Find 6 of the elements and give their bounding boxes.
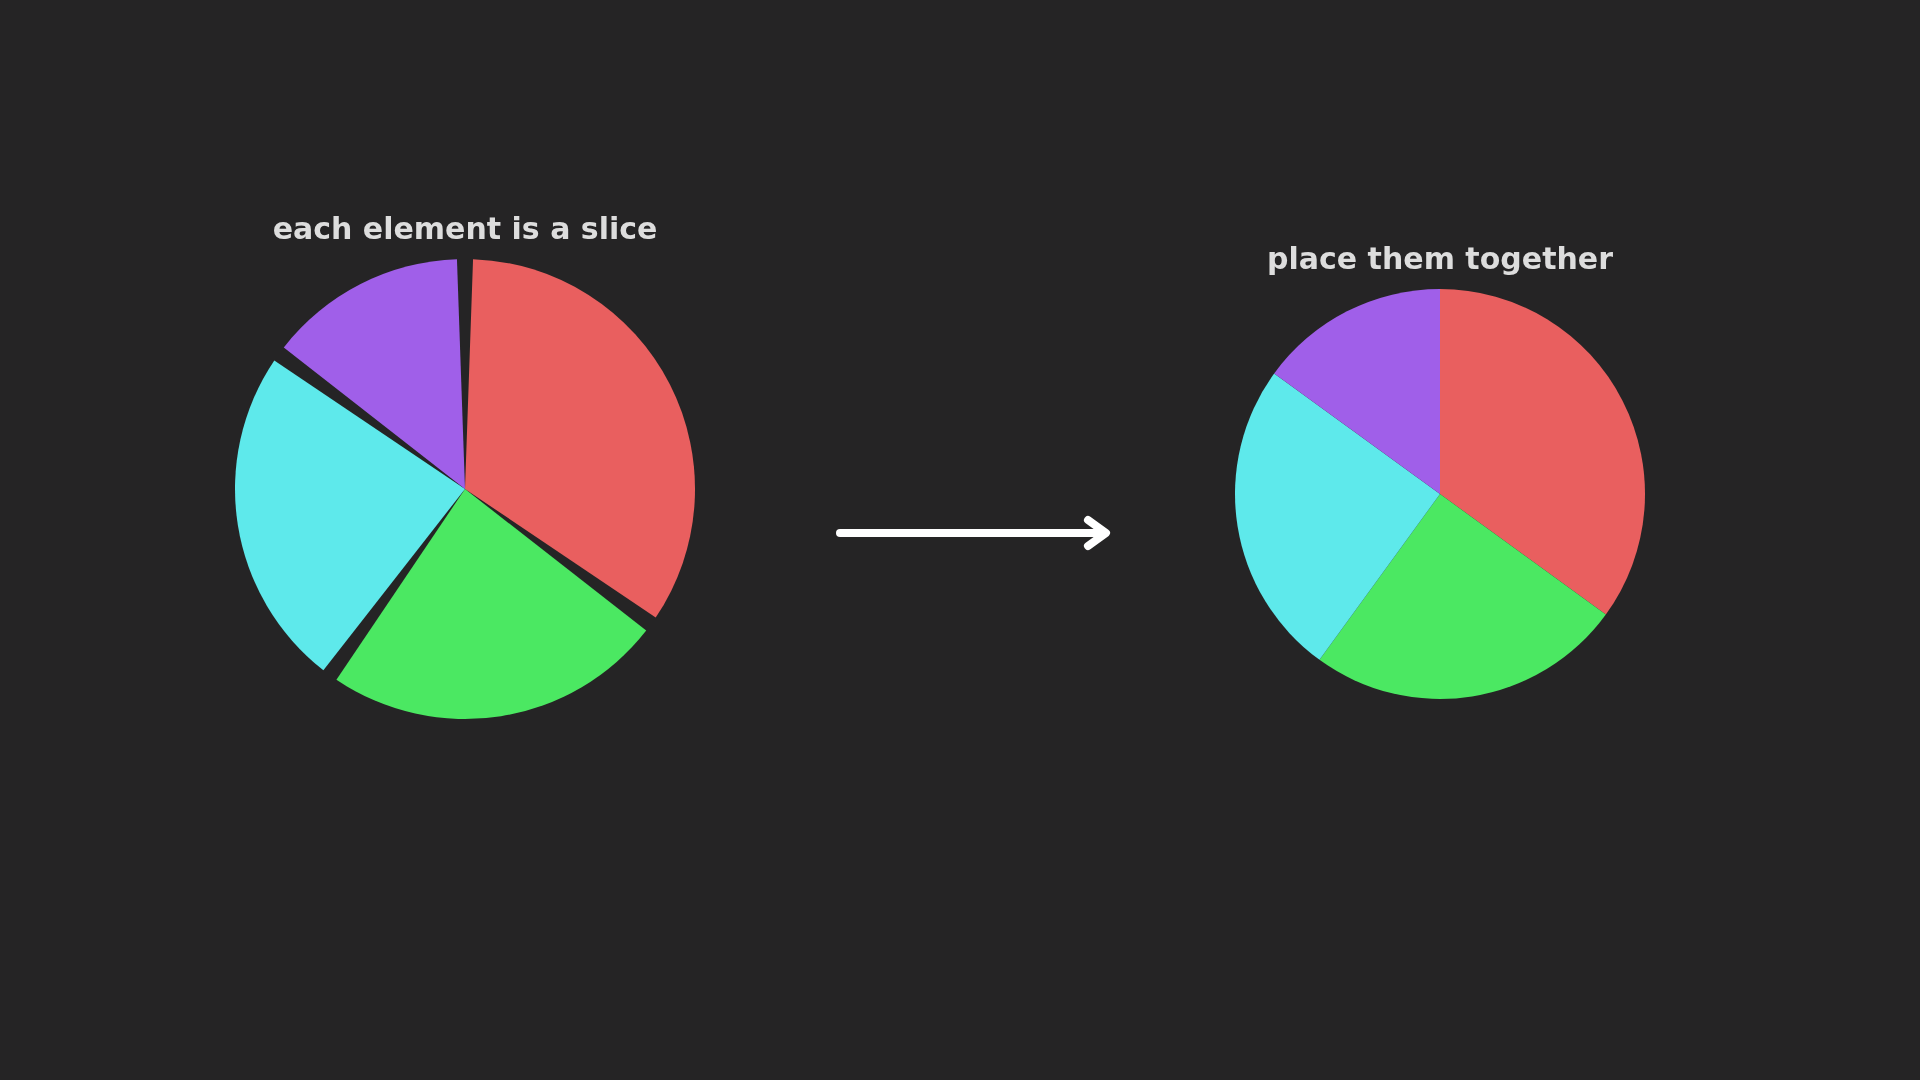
chart-title: place them together [1267,241,1614,276]
pie-slice [1440,289,1645,615]
pie-slice [1319,494,1606,699]
chart-title: each element is a slice [272,211,658,246]
pie-slice [1235,373,1440,660]
pie-slice [1274,289,1440,494]
